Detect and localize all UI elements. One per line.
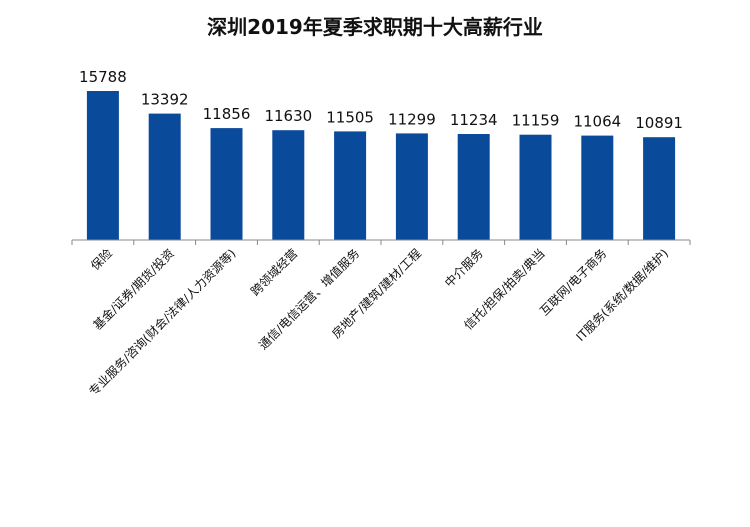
bar-value-label: 15788: [79, 68, 127, 86]
bar-value-label: 10891: [635, 114, 683, 132]
bar-value-label: 11234: [450, 111, 498, 129]
bar-value-label: 11064: [573, 113, 621, 131]
bar-value-label: 13392: [141, 91, 189, 109]
bar: [643, 137, 676, 240]
bars-group: [86, 91, 676, 240]
category-label: 跨领域经营: [248, 246, 300, 298]
category-label: 互联网/电子商务: [537, 246, 610, 319]
category-label: 保险: [87, 246, 115, 274]
value-labels-group: 15788 13392 11856 11630 11505 11299 11234 11159…: [79, 68, 683, 132]
x-axis: [71, 239, 691, 245]
bar: [334, 131, 367, 240]
bar-value-label: 11856: [203, 105, 251, 123]
bar: [519, 134, 552, 240]
bar-value-label: 11505: [326, 108, 374, 126]
bar: [86, 91, 119, 240]
bar: [395, 133, 428, 240]
chart-title: 深圳2019年夏季求职期十大高薪行业: [207, 15, 543, 39]
bar-value-label: 11299: [388, 110, 436, 128]
bar: [457, 134, 490, 240]
bar-value-label: 11159: [512, 112, 560, 130]
bar: [148, 113, 181, 240]
category-label: 中介服务: [441, 246, 486, 291]
bar: [581, 135, 614, 240]
bar: [272, 130, 305, 240]
bar: [210, 128, 243, 240]
category-label: 通信/电信运营、增值服务: [255, 246, 362, 353]
bar-value-label: 11630: [264, 107, 312, 125]
